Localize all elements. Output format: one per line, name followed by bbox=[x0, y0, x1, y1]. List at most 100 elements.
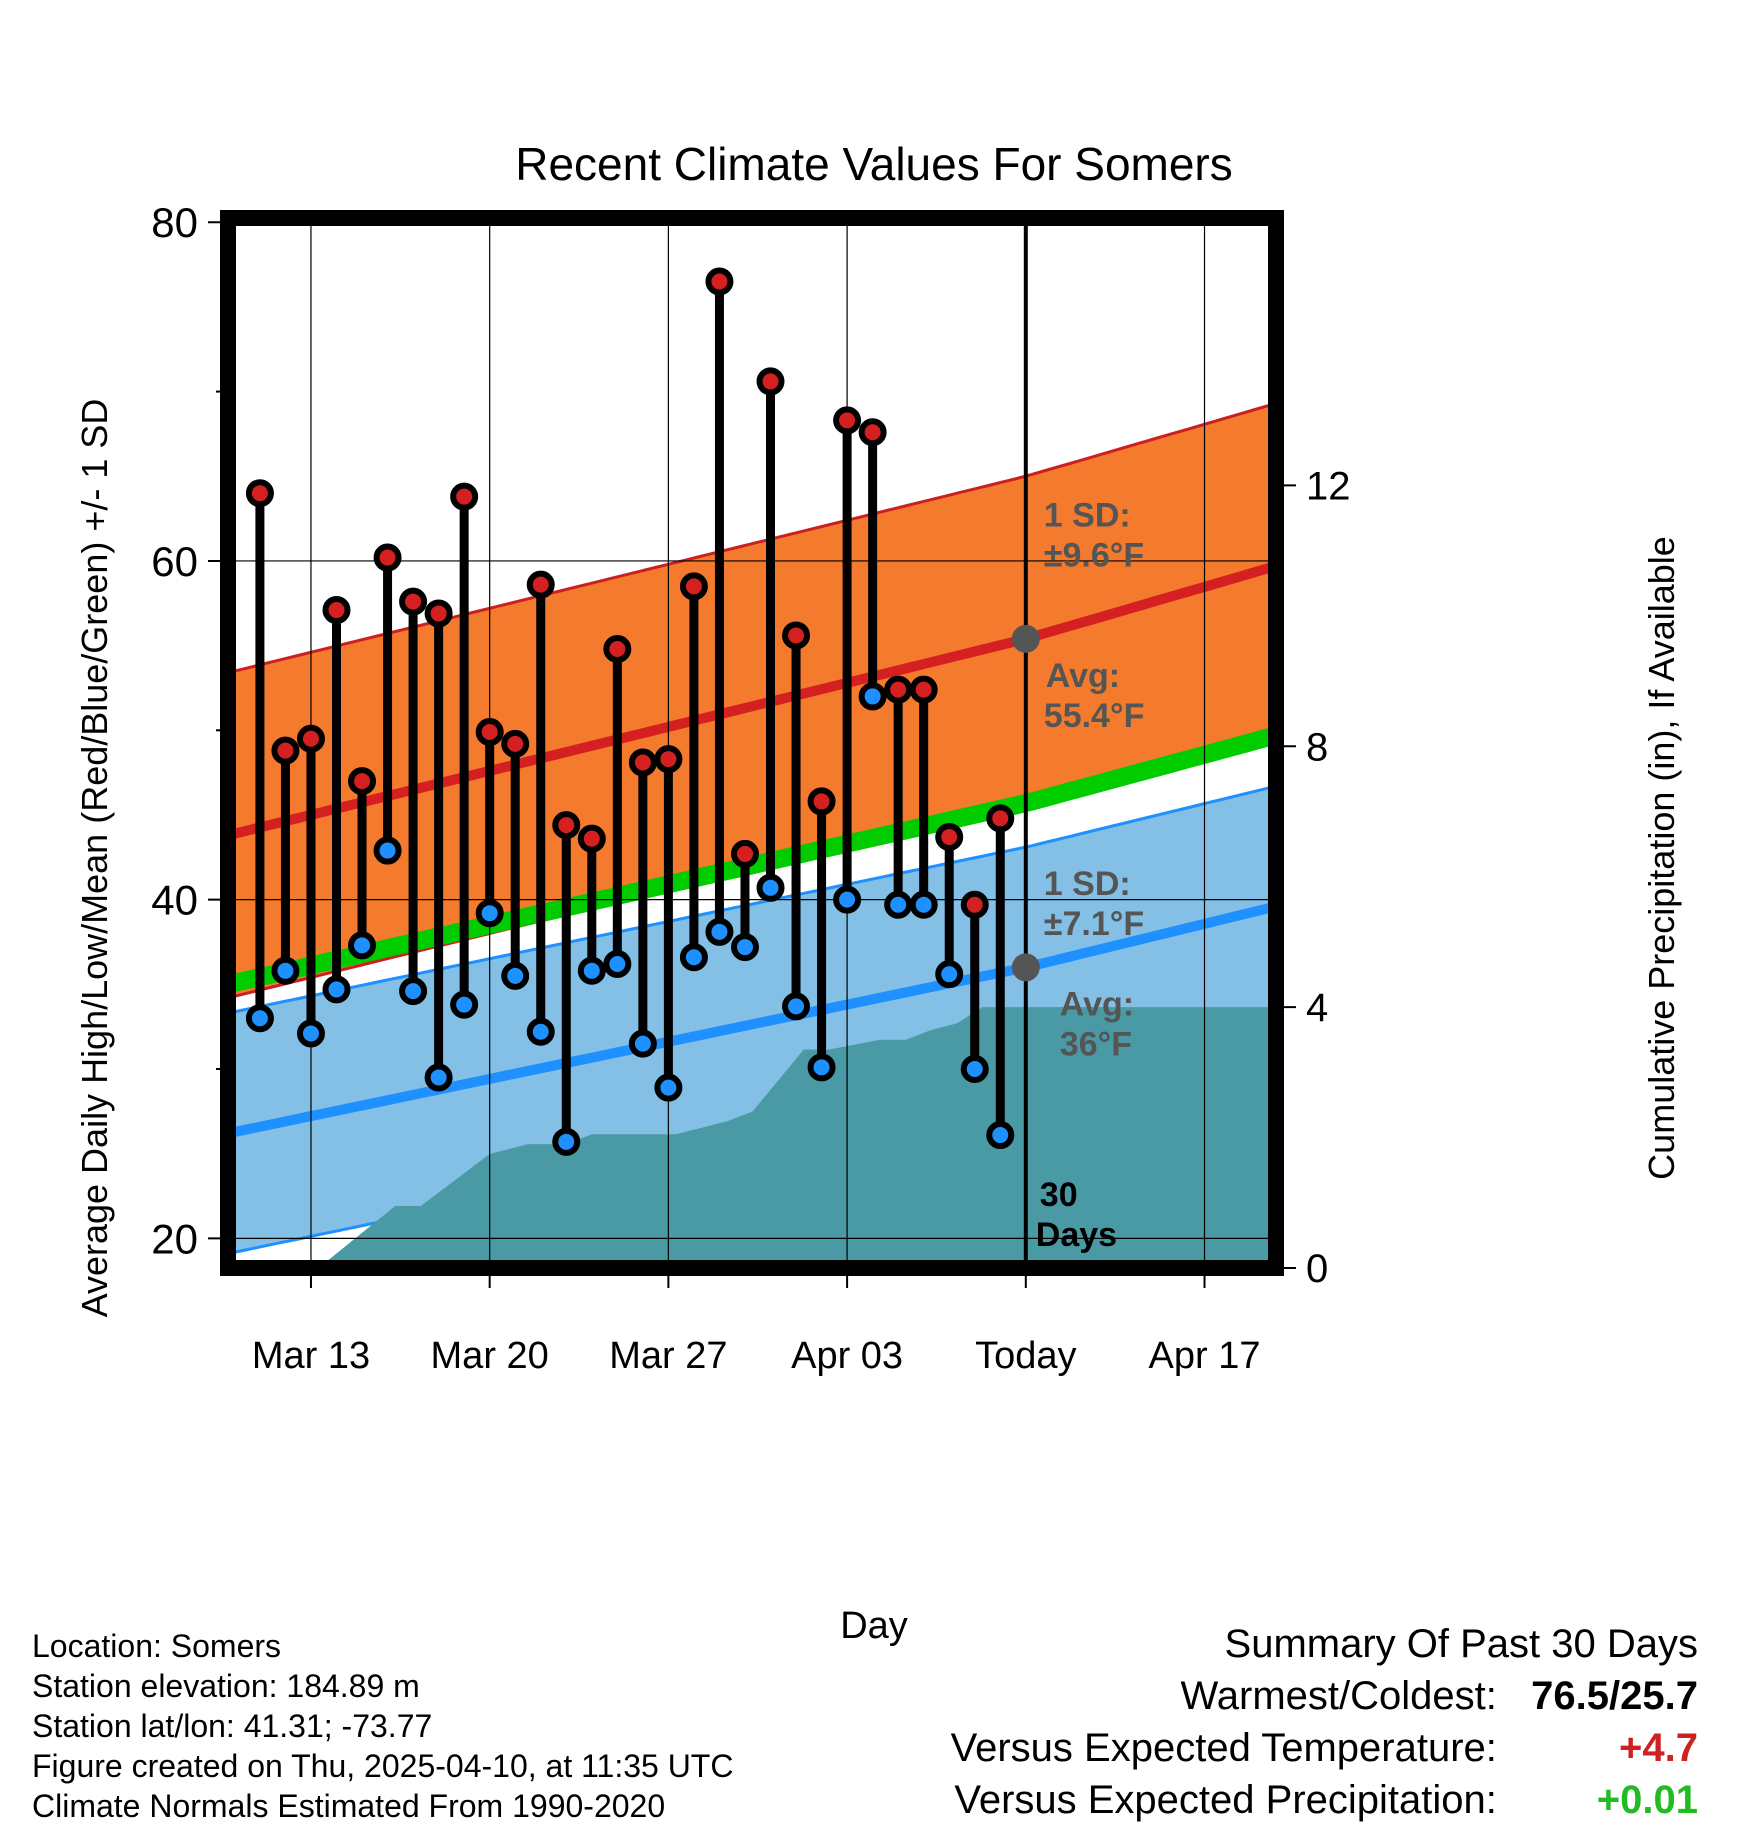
high-point bbox=[705, 267, 734, 296]
low-point bbox=[884, 890, 913, 919]
low-point bbox=[935, 960, 964, 989]
low-point bbox=[705, 917, 734, 946]
low-point bbox=[679, 943, 708, 972]
summary-panel: Summary Of Past 30 Days Warmest/Coldest:… bbox=[951, 1618, 1698, 1826]
low-point bbox=[628, 1029, 657, 1058]
low-avg-marker bbox=[1011, 953, 1040, 982]
high-point bbox=[807, 787, 836, 816]
high-point bbox=[373, 543, 402, 572]
low-point bbox=[245, 1004, 274, 1033]
x-tick-label: Mar 20 bbox=[431, 1335, 549, 1377]
chart-title: Recent Climate Values For Somers bbox=[515, 138, 1233, 190]
warmest-coldest-label: Warmest/Coldest: bbox=[1180, 1674, 1497, 1718]
precip-label: Versus Expected Precipitation: bbox=[954, 1778, 1497, 1822]
high-avg-marker bbox=[1011, 624, 1040, 653]
high-point bbox=[833, 406, 862, 435]
high-point bbox=[526, 570, 555, 599]
low-point bbox=[858, 682, 887, 711]
y-axis-label: Average Daily High/Low/Mean (Red/Blue/Gr… bbox=[74, 399, 115, 1318]
high-point bbox=[679, 572, 708, 601]
info-normals: Climate Normals Estimated From 1990-2020 bbox=[32, 1788, 666, 1824]
window-count: 30 bbox=[1040, 1176, 1078, 1214]
temp-label: Versus Expected Temperature: bbox=[950, 1726, 1497, 1770]
low-point bbox=[833, 885, 862, 914]
low-point bbox=[730, 933, 759, 962]
low-point bbox=[526, 1017, 555, 1046]
high-point bbox=[654, 745, 683, 774]
y-tick-label: 80 bbox=[151, 199, 198, 246]
y2-tick-label: 0 bbox=[1306, 1247, 1328, 1291]
y-tick-label: 40 bbox=[151, 877, 198, 924]
high-point bbox=[730, 839, 759, 868]
summary-precip: Versus Expected Precipitation: +0.01 bbox=[951, 1774, 1698, 1826]
y-tick-label: 20 bbox=[151, 1215, 198, 1262]
low-point bbox=[501, 961, 530, 990]
high-point bbox=[424, 599, 453, 628]
summary-heading: Summary Of Past 30 Days bbox=[1224, 1622, 1698, 1666]
high-point bbox=[603, 635, 632, 664]
high-avg-label: Avg: bbox=[1046, 657, 1120, 695]
low-point bbox=[373, 836, 402, 865]
x-tick-label: Apr 03 bbox=[791, 1335, 903, 1377]
high-point bbox=[552, 811, 581, 840]
axes: 20 40 60 80 0 4 8 12 Mar 13 Mar 20 Mar 27 Apr 03 Tod… bbox=[151, 199, 1350, 1377]
low-point bbox=[756, 873, 785, 902]
info-created: Figure created on Thu, 2025-04-10, at 11… bbox=[32, 1748, 734, 1784]
high-point bbox=[628, 748, 657, 777]
info-location: Location: Somers bbox=[32, 1628, 282, 1664]
high-avg-line bbox=[228, 561, 1276, 841]
info-elevation: Station elevation: 184.89 m bbox=[32, 1668, 420, 1704]
high-sd-value: ±9.6°F bbox=[1044, 536, 1144, 574]
summary-warmest-coldest: Warmest/Coldest: 76.5/25.7 bbox=[951, 1670, 1699, 1722]
x-tick-label: Apr 17 bbox=[1149, 1335, 1261, 1377]
x-axis-label: Day bbox=[840, 1605, 908, 1647]
low-point bbox=[909, 890, 938, 919]
y2-tick-label: 4 bbox=[1306, 986, 1328, 1030]
high-point bbox=[348, 767, 377, 796]
high-point bbox=[399, 587, 428, 616]
low-sd-value: ±7.1°F bbox=[1044, 905, 1144, 943]
x-tick-label: Mar 27 bbox=[609, 1335, 727, 1377]
station-info: Location: Somers Station elevation: 184.… bbox=[32, 1626, 733, 1826]
high-point bbox=[756, 367, 785, 396]
low-point bbox=[424, 1063, 453, 1092]
high-point bbox=[935, 822, 964, 851]
precip-value: +0.01 bbox=[1596, 1778, 1698, 1822]
y2-axis-label: Cumulative Precipitation (in), If Availa… bbox=[1641, 536, 1682, 1180]
high-point bbox=[909, 675, 938, 704]
low-point bbox=[348, 931, 377, 960]
high-point bbox=[858, 418, 887, 447]
low-point bbox=[577, 956, 606, 985]
low-point bbox=[296, 1019, 325, 1048]
low-point bbox=[552, 1127, 581, 1156]
low-point bbox=[654, 1073, 683, 1102]
high-point bbox=[322, 596, 351, 625]
x-tick-label: Mar 13 bbox=[252, 1335, 370, 1377]
high-point bbox=[450, 482, 479, 511]
low-point bbox=[960, 1055, 989, 1084]
window-unit: Days bbox=[1036, 1216, 1117, 1254]
y2-tick-label: 12 bbox=[1306, 464, 1351, 508]
high-point bbox=[245, 479, 274, 508]
high-point bbox=[960, 890, 989, 919]
high-sd-label: 1 SD: bbox=[1044, 496, 1131, 534]
y2-tick-label: 8 bbox=[1306, 725, 1328, 769]
high-point bbox=[271, 736, 300, 765]
low-point bbox=[271, 956, 300, 985]
temp-value: +4.7 bbox=[1619, 1726, 1698, 1770]
summary-temp: Versus Expected Temperature: +4.7 bbox=[951, 1722, 1698, 1774]
low-point bbox=[807, 1053, 836, 1082]
low-sd-label: 1 SD: bbox=[1044, 865, 1131, 903]
warmest-coldest-value: 76.5/25.7 bbox=[1531, 1674, 1698, 1718]
low-avg-label: Avg: bbox=[1060, 985, 1134, 1023]
high-point bbox=[782, 621, 811, 650]
low-point bbox=[399, 977, 428, 1006]
low-point bbox=[603, 950, 632, 979]
y-tick-label: 60 bbox=[151, 538, 198, 585]
high-avg-value: 55.4°F bbox=[1044, 697, 1145, 735]
low-point bbox=[475, 899, 504, 928]
high-point bbox=[296, 724, 325, 753]
low-point bbox=[986, 1121, 1015, 1150]
